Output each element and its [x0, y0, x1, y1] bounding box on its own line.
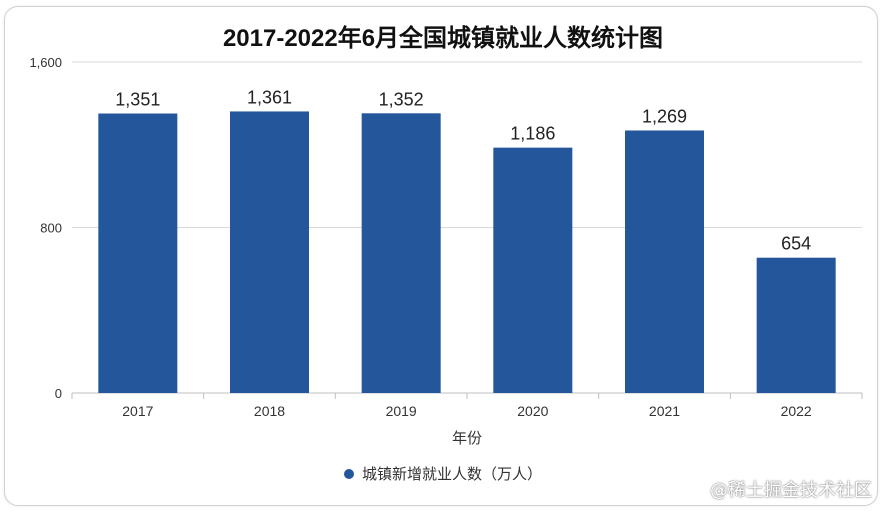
y-tick-label: 800 [40, 221, 62, 236]
data-label-2022: 654 [781, 234, 811, 254]
x-tick-label-2018: 2018 [254, 403, 285, 419]
chart-title: 2017-2022年6月全国城镇就业人数统计图 [222, 25, 664, 52]
data-label-2019: 1,352 [379, 89, 424, 109]
watermark: @稀土掘金技术社区 [710, 480, 872, 501]
legend-marker [343, 469, 354, 480]
x-tick-label-2020: 2020 [517, 403, 548, 419]
data-label-2020: 1,186 [510, 124, 555, 144]
bar-2021 [625, 130, 704, 393]
data-label-2021: 1,269 [642, 106, 687, 126]
x-tick-label-2022: 2022 [781, 403, 812, 419]
x-tick-label-2017: 2017 [122, 403, 153, 419]
x-tick-label-2019: 2019 [386, 403, 417, 419]
bar-2022 [756, 257, 836, 393]
y-tick-label: 0 [55, 386, 62, 401]
data-label-2018: 1,361 [247, 87, 292, 107]
bar-2018 [230, 111, 309, 394]
legend: 城镇新增就业人数（万人） [0, 463, 886, 484]
x-axis-label: 年份 [452, 430, 482, 447]
y-tick-label: 1,600 [29, 55, 62, 70]
x-tick-label-2021: 2021 [649, 403, 680, 419]
data-label-2017: 1,351 [115, 90, 160, 110]
bar-2020 [493, 147, 573, 393]
legend-label: 城镇新增就业人数（万人） [361, 466, 542, 483]
bar-2017 [98, 113, 178, 393]
bar-2019 [361, 113, 441, 394]
